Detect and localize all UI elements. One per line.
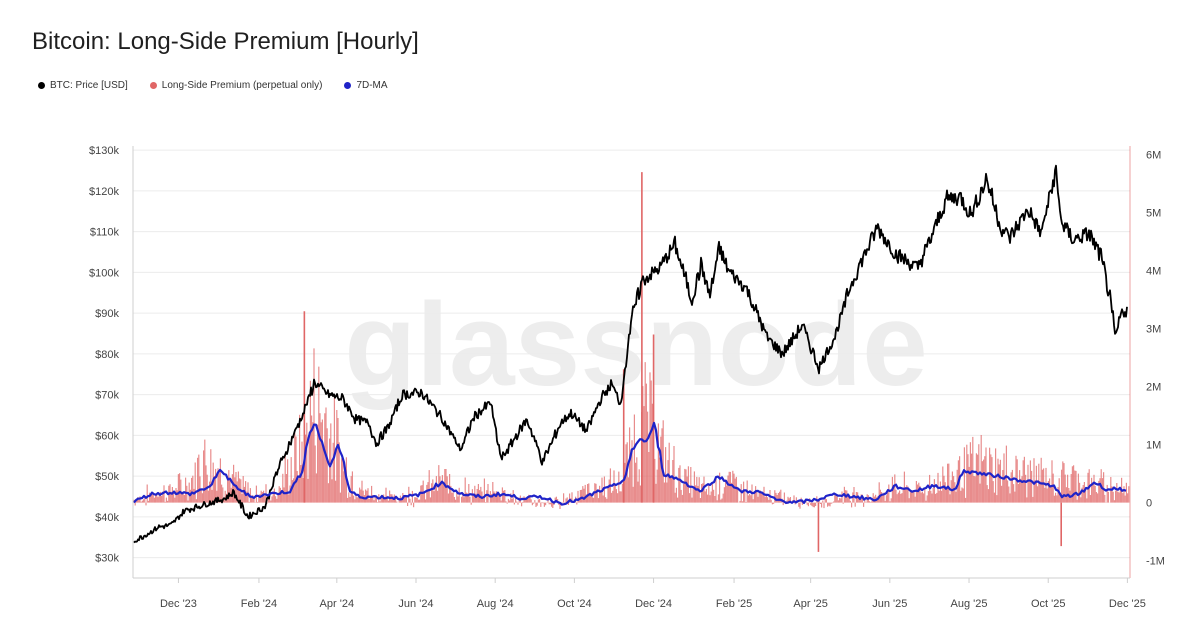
x-tick-label: Dec '23	[160, 598, 197, 610]
legend-label-ma: 7D-MA	[356, 80, 388, 91]
legend-item-ma[interactable]: 7D-MA	[344, 80, 388, 91]
x-tick-label: Jun '24	[398, 598, 433, 610]
x-tick-label: Oct '24	[557, 598, 592, 610]
legend-label-price: BTC: Price [USD]	[50, 80, 128, 91]
y-left-tick-label: $120k	[89, 186, 119, 198]
price-line	[133, 164, 1128, 544]
ma-line	[133, 421, 1127, 506]
y-left-tick-label: $70k	[95, 390, 119, 402]
ma-series	[133, 421, 1127, 506]
x-tick-label: Aug '25	[951, 598, 988, 610]
y-left-tick-label: $130k	[89, 145, 119, 157]
x-tick-label: Aug '24	[477, 598, 514, 610]
legend-label-premium: Long-Side Premium (perpetual only)	[161, 80, 323, 91]
x-tick-label: Dec '24	[635, 598, 672, 610]
axes: $30k $40k $50k $60k $70k $80k $90k $100k $110k $1…	[89, 145, 1165, 610]
chart-title: Bitcoin: Long-Side Premium [Hourly]	[32, 28, 419, 55]
y-left-tick-label: $110k	[90, 227, 120, 239]
legend-dot-ma	[344, 82, 352, 89]
x-tick-label: Dec '25	[1109, 598, 1146, 610]
y-right-tick-label: 2M	[1146, 382, 1161, 394]
y-left-tick-label: $40k	[95, 512, 119, 524]
x-tick-label: Apr '24	[320, 598, 355, 610]
y-left-tick-label: $80k	[95, 349, 119, 361]
legend-item-price[interactable]: BTC: Price [USD]	[38, 80, 128, 91]
y-left-tick-label: $30k	[95, 553, 119, 565]
y-right-tick-label: 1M	[1146, 440, 1161, 452]
legend: BTC: Price [USD] Long-Side Premium (perp…	[38, 80, 388, 91]
y-right-tick-label: 5M	[1146, 208, 1161, 220]
x-tick-label: Oct '25	[1031, 598, 1066, 610]
x-tick-label: Feb '24	[241, 598, 277, 610]
y-right-tick-label: 3M	[1146, 324, 1161, 336]
y-right-tick-label: 4M	[1146, 266, 1161, 278]
y-right-tick-label: -1M	[1146, 556, 1165, 568]
y-left-tick-label: $50k	[95, 471, 119, 483]
y-left-tick-label: $90k	[95, 308, 119, 320]
y-right-tick-label: 6M	[1146, 150, 1161, 162]
price-series	[133, 164, 1128, 544]
legend-dot-premium	[149, 82, 157, 89]
y-right-tick-label: 0	[1146, 498, 1152, 510]
x-tick-label: Feb '25	[716, 598, 752, 610]
legend-item-premium[interactable]: Long-Side Premium (perpetual only)	[149, 80, 323, 91]
y-left-tick-label: $60k	[95, 430, 119, 442]
x-tick-label: Apr '25	[793, 598, 828, 610]
y-left-tick-label: $100k	[89, 267, 119, 279]
legend-dot-price	[38, 82, 45, 89]
x-tick-label: Jun '25	[872, 598, 907, 610]
